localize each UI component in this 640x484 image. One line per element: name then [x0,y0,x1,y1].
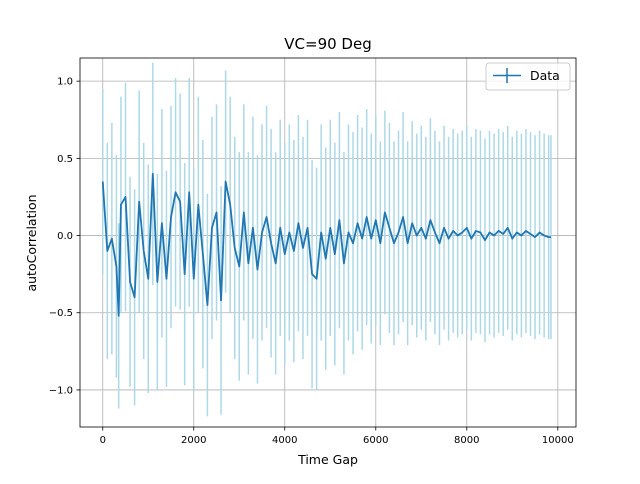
line-layer [101,172,551,317]
tick-layer: 0 2000 4000 6000 8000 10000 −1.0 −0.5 0.0 0.5 1.0 [49,77,574,446]
x-tick-label: 4000 [272,435,297,446]
y-tick-label: −1.0 [49,385,73,396]
y-axis-label: autoCorrelation [24,194,39,291]
y-tick-label: 1.0 [57,77,73,88]
y-tick-label: 0.5 [57,154,73,165]
x-tick-label: 8000 [454,435,479,446]
chart-title: VC=90 Deg [284,35,371,53]
legend-label-data: Data [530,68,560,83]
x-tick-label: 6000 [363,435,388,446]
legend: Data [485,62,571,91]
x-axis-label: Time Gap [297,452,358,467]
y-tick-label: 0.0 [57,231,73,242]
x-tick-label: 10000 [542,435,574,446]
y-tick-label: −0.5 [49,308,73,319]
x-tick-label: 0 [100,435,106,446]
series-line-data [101,172,551,317]
x-tick-label: 2000 [181,435,206,446]
axes-frame [79,57,577,428]
